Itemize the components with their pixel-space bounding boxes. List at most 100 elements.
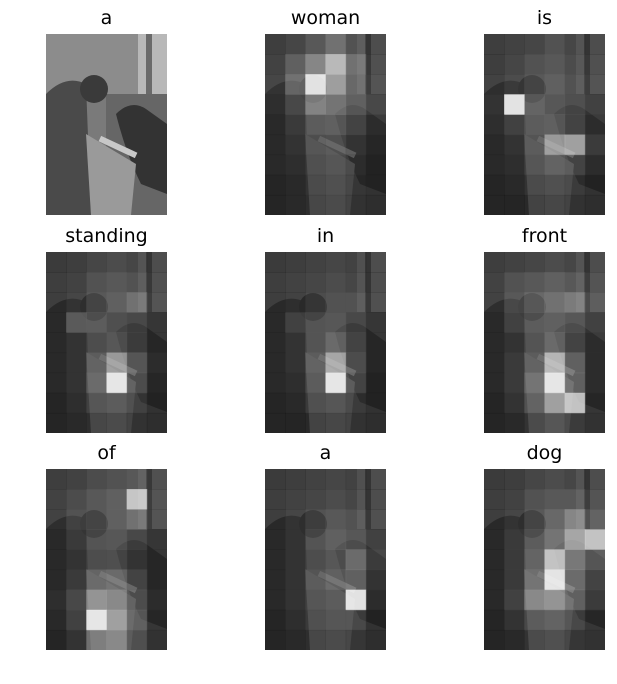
attention-cell: [584, 392, 605, 414]
attention-cell: [504, 252, 525, 273]
attention-cell: [126, 629, 148, 650]
attention-cell: [365, 154, 386, 176]
attention-cell: [584, 352, 605, 374]
attention-cell: [265, 154, 286, 176]
attention-cell: [265, 272, 286, 293]
attention-cell: [504, 332, 525, 354]
attention-cell: [524, 609, 545, 631]
attention-cell: [66, 529, 87, 550]
attention-cell: [126, 272, 148, 293]
attention-cell: [504, 272, 525, 293]
attention-cell: [285, 332, 306, 354]
attention-cell: [524, 114, 545, 136]
attention-cell: [305, 34, 326, 55]
attention-cell: [484, 252, 505, 273]
attention-cell: [285, 34, 306, 55]
attention-cell: [345, 629, 367, 650]
attention-cell: [345, 469, 367, 490]
attention-cell: [365, 292, 386, 313]
photo-shape: [365, 252, 371, 362]
attention-cell: [365, 469, 386, 490]
attention-cell: [504, 292, 525, 313]
attention-cell: [484, 412, 505, 433]
attention-cell: [504, 134, 525, 156]
attention-cell: [365, 94, 386, 115]
attention-cell: [146, 609, 167, 631]
attention-cell: [325, 312, 347, 333]
attention-cell: [46, 312, 67, 333]
attention-cell: [484, 332, 505, 354]
attention-cell: [325, 509, 347, 530]
attention-cell: [584, 549, 605, 571]
attention-cell: [305, 549, 326, 571]
attention-cell: [325, 74, 347, 95]
attention-cell: [524, 352, 545, 374]
attention-cell: [305, 569, 326, 591]
attention-cell: [146, 332, 167, 354]
attention-cell: [524, 569, 545, 591]
attention-cell: [305, 154, 326, 176]
attention-cell: [345, 352, 367, 374]
attention-cell: [146, 489, 167, 510]
attention-cell: [325, 272, 347, 293]
attention-cell: [46, 469, 67, 490]
attention-cell: [305, 292, 326, 313]
attention-cell: [564, 114, 586, 136]
attention-cell: [46, 352, 67, 374]
attention-cell: [325, 629, 347, 650]
attention-cell: [564, 194, 586, 215]
attention-cell: [106, 489, 128, 510]
attention-cell: [345, 74, 367, 95]
photo-shape: [86, 134, 136, 215]
attention-cell: [564, 569, 586, 591]
attention-cell: [345, 372, 367, 394]
attention-cell: [305, 272, 326, 293]
attention-cell: [265, 332, 286, 354]
attention-cell: [146, 412, 167, 433]
attention-cell: [305, 609, 326, 631]
attention-cell: [106, 312, 128, 333]
attention-svg: [46, 34, 167, 215]
attention-cell: [126, 589, 148, 611]
word-label: in: [316, 225, 335, 247]
attention-cell: [584, 469, 605, 490]
attention-cell: [544, 94, 566, 115]
attention-cell: [544, 54, 566, 75]
attention-cell: [564, 372, 586, 394]
attention-cell: [504, 392, 525, 414]
attention-cell: [544, 509, 566, 530]
attention-cell: [305, 252, 326, 273]
attention-cell: [106, 352, 128, 374]
attention-cell: [325, 352, 347, 374]
attention-cell: [285, 154, 306, 176]
attention-cell: [46, 509, 67, 530]
attention-cell: [86, 292, 107, 313]
attention-cell: [325, 549, 347, 571]
attention-cell: [544, 352, 566, 374]
attention-svg: [484, 34, 605, 215]
attention-cell: [584, 272, 605, 293]
attention-image: [46, 252, 167, 433]
attention-cell: [285, 174, 306, 196]
attention-cell: [265, 312, 286, 333]
attention-cell: [584, 489, 605, 510]
word-label: front: [521, 225, 568, 247]
attention-cell: [504, 312, 525, 333]
attention-cell: [584, 509, 605, 530]
attention-cell: [564, 312, 586, 333]
attention-cell: [46, 609, 67, 631]
attention-cell: [504, 154, 525, 176]
attention-cell: [484, 549, 505, 571]
attention-cell: [504, 609, 525, 631]
attention-cell: [325, 174, 347, 196]
attention-cell: [86, 469, 107, 490]
attention-cell: [504, 94, 525, 115]
attention-cell: [365, 54, 386, 75]
attention-cell: [504, 412, 525, 433]
attention-cell: [365, 332, 386, 354]
attention-cell: [504, 372, 525, 394]
attention-cell: [345, 272, 367, 293]
attention-cell: [325, 609, 347, 631]
attention-cell: [564, 134, 586, 156]
attention-cell: [86, 529, 107, 550]
